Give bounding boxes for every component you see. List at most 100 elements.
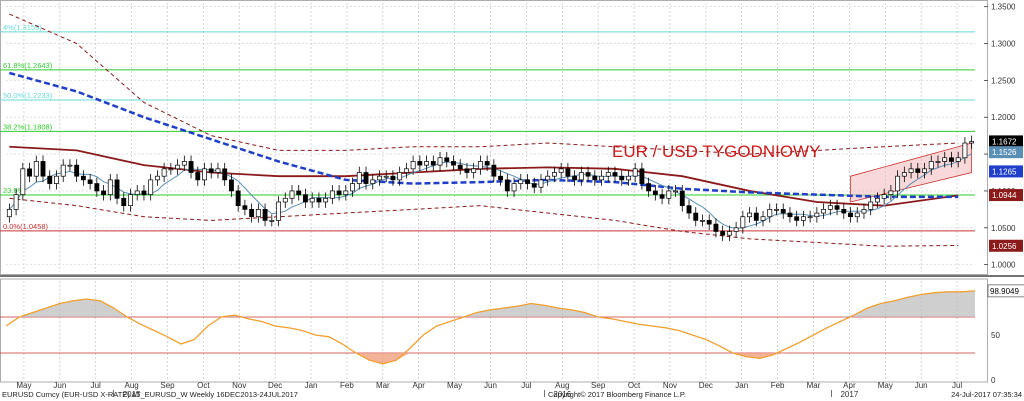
candle-body xyxy=(67,164,73,167)
price-badge-label: 1.0944 xyxy=(992,191,1017,200)
fib-label: 23.6% xyxy=(3,186,25,195)
candle-body xyxy=(915,168,921,173)
candle-body xyxy=(935,161,941,163)
x-month-label: Oct xyxy=(628,381,641,390)
osc-line xyxy=(5,290,976,365)
candle-body xyxy=(134,190,140,195)
candle-body xyxy=(128,194,133,207)
candle-body xyxy=(80,175,86,181)
candle-body xyxy=(161,168,167,177)
x-year-label: 2016 xyxy=(553,390,571,399)
candle-body xyxy=(565,168,571,177)
candle-body xyxy=(632,168,638,177)
candle-body xyxy=(269,220,275,222)
x-month-label: Apr xyxy=(412,381,425,390)
candle-body xyxy=(107,179,113,195)
x-month-label: Jun xyxy=(53,381,66,390)
candle-body xyxy=(928,161,934,170)
candle-body xyxy=(874,197,880,203)
candle-body xyxy=(208,168,214,173)
candle-body xyxy=(827,205,833,210)
candle-body xyxy=(693,212,699,221)
candle-body xyxy=(491,164,497,177)
osc-tick-label: 50 xyxy=(991,331,1000,340)
candle-body xyxy=(679,190,685,207)
osc-last-value: 98.9049 xyxy=(990,287,1019,296)
x-month-label: Aug xyxy=(124,381,138,390)
candle-body xyxy=(74,164,80,177)
price-badge xyxy=(989,165,1023,178)
candle-body xyxy=(800,216,806,221)
fib-label: 50.0%(1.2233) xyxy=(3,91,53,100)
candle-body xyxy=(854,212,860,218)
price-badge xyxy=(989,189,1023,202)
candle-body xyxy=(821,209,827,214)
x-month-label: Mar xyxy=(376,381,390,390)
candle-body xyxy=(551,172,557,177)
candle-body xyxy=(202,168,207,181)
candle-body xyxy=(477,161,483,170)
candle-body xyxy=(444,157,450,162)
candle-body xyxy=(350,183,355,192)
candle-body xyxy=(578,172,584,181)
x-month-label: Oct xyxy=(197,381,210,390)
candle-body xyxy=(807,216,813,219)
candle-body xyxy=(895,175,901,192)
candle-body xyxy=(518,179,524,184)
candle-body xyxy=(531,183,537,188)
y-tick-label: 1.2500 xyxy=(991,76,1016,85)
candle-body xyxy=(222,168,228,181)
candle-body xyxy=(403,168,409,173)
x-month-label: Jul xyxy=(952,381,962,390)
candle-body xyxy=(908,168,914,173)
candle-body xyxy=(901,172,907,177)
footer-security: EURUSD Curncy (EUR-USD X-RATE) AT_EURUSD… xyxy=(2,390,298,399)
x-month-label: May xyxy=(878,381,893,390)
y-tick-label: 1.3500 xyxy=(991,3,1016,12)
candle-body xyxy=(417,161,423,166)
candle-body xyxy=(686,205,692,214)
candle-body xyxy=(424,161,430,166)
footer-timestamp: 24-Jul-2017 07:35:34 xyxy=(951,390,1022,399)
candle-body xyxy=(484,161,490,166)
x-month-label: Mar xyxy=(807,381,821,390)
candle-body xyxy=(545,175,551,181)
candle-body xyxy=(249,209,255,218)
envelope-lower xyxy=(9,197,959,247)
candle-body xyxy=(154,175,160,181)
candle-body xyxy=(585,172,591,177)
candle-body xyxy=(40,161,46,177)
candle-body xyxy=(377,175,382,181)
price-badge-label: 1.1526 xyxy=(992,148,1017,157)
candle-body xyxy=(383,175,389,178)
candle-body xyxy=(188,161,194,173)
candle-body xyxy=(410,161,416,170)
fib-label: 0.0%(1.0458) xyxy=(3,222,49,231)
x-month-label: May xyxy=(447,381,462,390)
candle-body xyxy=(599,175,604,181)
candle-body xyxy=(181,161,187,166)
ma-long-line xyxy=(9,71,959,199)
x-month-label: Sep xyxy=(160,381,175,390)
candle-body xyxy=(814,212,820,218)
candle-body xyxy=(471,168,477,173)
candle-body xyxy=(33,161,39,177)
x-month-label: May xyxy=(16,381,31,390)
candle-body xyxy=(60,164,66,177)
candle-body xyxy=(969,141,975,144)
candle-body xyxy=(760,216,766,221)
fib-levels: 4%(1.3159) 61.8%(1.2643) 50.0%(1.2233) 38.2… xyxy=(0,23,975,232)
ma-short-line xyxy=(8,153,972,229)
candle-body xyxy=(780,209,786,214)
candle-body xyxy=(282,197,288,203)
x-year-label: 2017 xyxy=(840,390,858,399)
candle-body xyxy=(451,161,456,166)
candle-body xyxy=(720,231,726,236)
candle-body xyxy=(834,205,840,210)
candle-body xyxy=(54,175,59,184)
time-axis: May Jun Jul Aug Sep Oct Nov Dec Jan Feb Mar Apr May J… xyxy=(16,381,962,399)
candle-body xyxy=(121,197,127,207)
x-month-label: Nov xyxy=(232,381,246,390)
chart-title: EUR / USD TYGODNIOWY xyxy=(612,142,820,161)
y-tick-label: 1.0500 xyxy=(991,224,1016,233)
